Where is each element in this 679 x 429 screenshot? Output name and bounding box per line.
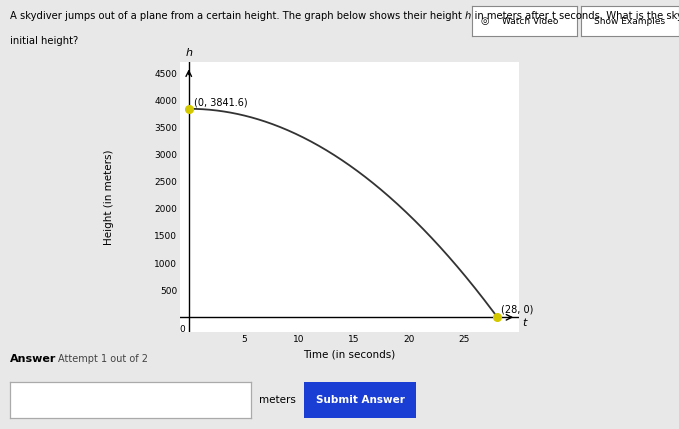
Text: t: t: [523, 318, 527, 328]
Text: Submit Answer: Submit Answer: [316, 395, 405, 405]
Text: Attempt 1 out of 2: Attempt 1 out of 2: [58, 354, 148, 364]
Text: Watch Video: Watch Video: [502, 17, 558, 25]
Text: meters: meters: [259, 395, 296, 405]
Text: (28, 0): (28, 0): [500, 304, 533, 314]
Text: A skydiver jumps out of a plane from a certain height. The graph below shows the: A skydiver jumps out of a plane from a c…: [10, 11, 679, 21]
Text: 0: 0: [179, 325, 185, 334]
Text: Answer: Answer: [10, 354, 56, 364]
Text: (0, 3841.6): (0, 3841.6): [194, 97, 248, 107]
X-axis label: Time (in seconds): Time (in seconds): [304, 350, 396, 360]
Text: ◎: ◎: [480, 16, 489, 26]
Text: Height (in meters): Height (in meters): [104, 150, 113, 245]
Text: initial height?: initial height?: [10, 36, 79, 46]
Text: h: h: [185, 48, 192, 58]
Text: Show Examples: Show Examples: [594, 17, 665, 25]
